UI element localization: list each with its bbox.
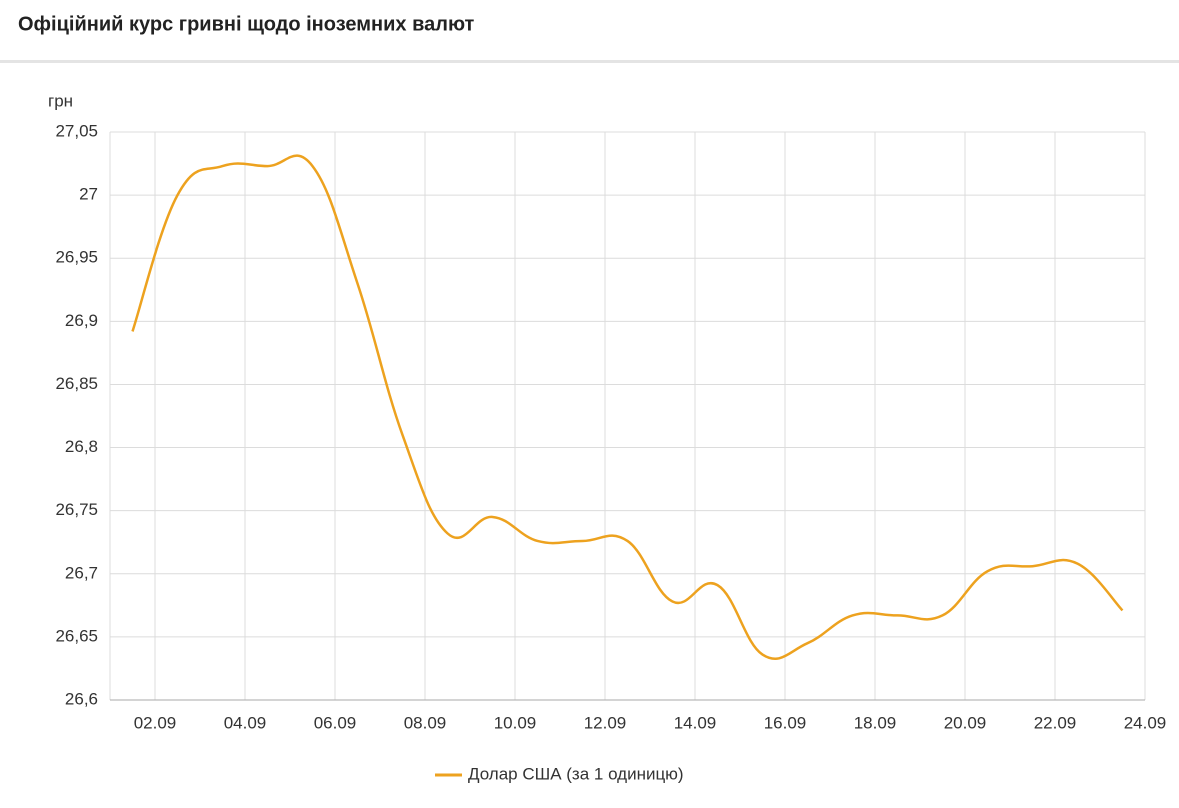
y-tick-label: 27 bbox=[79, 185, 98, 204]
x-tick-label: 22.09 bbox=[1034, 713, 1077, 732]
separator bbox=[0, 60, 1179, 63]
x-tick-label: 20.09 bbox=[944, 713, 987, 732]
x-tick-label: 24.09 bbox=[1124, 713, 1167, 732]
y-tick-label: 26,8 bbox=[65, 437, 98, 456]
x-tick-label: 02.09 bbox=[134, 713, 177, 732]
x-tick-label: 10.09 bbox=[494, 713, 537, 732]
x-tick-label: 04.09 bbox=[224, 713, 267, 732]
y-tick-label: 26,75 bbox=[55, 500, 98, 519]
y-tick-label: 26,7 bbox=[65, 563, 98, 582]
y-axis-label: грн bbox=[48, 91, 73, 110]
x-tick-label: 06.09 bbox=[314, 713, 357, 732]
y-tick-label: 26,85 bbox=[55, 374, 98, 393]
y-tick-label: 26,95 bbox=[55, 248, 98, 267]
y-tick-label: 26,65 bbox=[55, 626, 98, 645]
series-line bbox=[131, 154, 1124, 661]
x-tick-label: 16.09 bbox=[764, 713, 807, 732]
y-tick-label: 26,6 bbox=[65, 689, 98, 708]
x-tick-label: 14.09 bbox=[674, 713, 717, 732]
x-tick-label: 12.09 bbox=[584, 713, 627, 732]
y-tick-label: 26,9 bbox=[65, 311, 98, 330]
legend-label: Долар США (за 1 одиницю) bbox=[468, 764, 684, 783]
y-tick-label: 27,05 bbox=[55, 121, 98, 140]
x-tick-label: 18.09 bbox=[854, 713, 897, 732]
x-tick-label: 08.09 bbox=[404, 713, 447, 732]
chart-title: Офіційний курс гривні щодо іноземних вал… bbox=[18, 13, 475, 35]
